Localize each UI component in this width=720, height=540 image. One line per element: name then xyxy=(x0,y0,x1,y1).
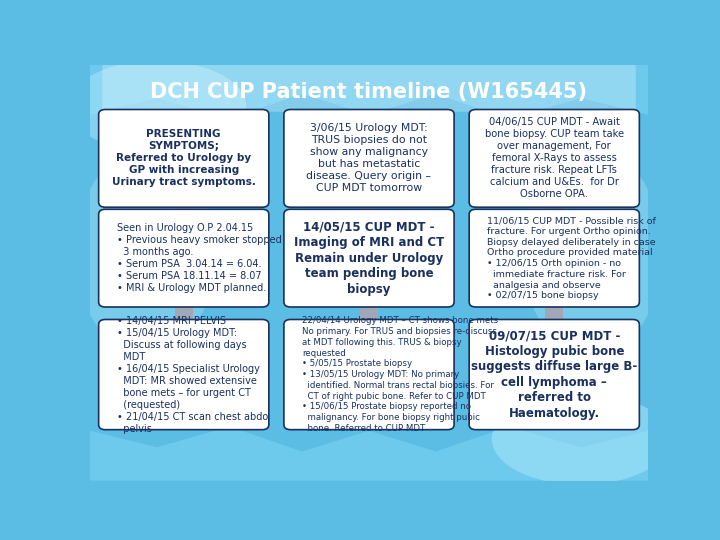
FancyBboxPatch shape xyxy=(284,110,454,207)
Polygon shape xyxy=(90,427,648,481)
Text: DCH CUP Patient timeline (W165445): DCH CUP Patient timeline (W165445) xyxy=(150,82,588,102)
Text: PRESENTING
SYMPTOMS;
Referred to Urology by
GP with increasing
Urinary tract sym: PRESENTING SYMPTOMS; Referred to Urology… xyxy=(112,130,256,187)
Text: • 14/04/15 MRI PELVIS
• 15/04/15 Urology MDT:
  Discuss at following days
  MDT
: • 14/04/15 MRI PELVIS • 15/04/15 Urology… xyxy=(117,315,268,434)
FancyBboxPatch shape xyxy=(284,210,454,307)
FancyBboxPatch shape xyxy=(469,210,639,307)
Ellipse shape xyxy=(523,148,662,356)
FancyBboxPatch shape xyxy=(175,204,193,213)
FancyBboxPatch shape xyxy=(469,320,639,430)
Text: 3/06/15 Urology MDT:
TRUS biopsies do not
show any malignancy
but has metastatic: 3/06/15 Urology MDT: TRUS biopsies do no… xyxy=(307,123,431,193)
FancyBboxPatch shape xyxy=(360,303,378,323)
FancyBboxPatch shape xyxy=(545,204,563,213)
Ellipse shape xyxy=(68,60,246,152)
Polygon shape xyxy=(90,65,648,119)
FancyBboxPatch shape xyxy=(360,204,378,213)
Text: Seen in Urology O.P 2.04.15
• Previous heavy smoker stopped
  3 months ago.
• Se: Seen in Urology O.P 2.04.15 • Previous h… xyxy=(117,223,282,293)
Ellipse shape xyxy=(492,393,670,485)
FancyBboxPatch shape xyxy=(284,320,454,430)
FancyBboxPatch shape xyxy=(175,303,193,323)
FancyBboxPatch shape xyxy=(102,64,636,112)
Ellipse shape xyxy=(76,148,215,356)
Text: 04/06/15 CUP MDT - Await
bone biopsy. CUP team take
over management, For
femoral: 04/06/15 CUP MDT - Await bone biopsy. CU… xyxy=(485,117,624,199)
Text: 09/07/15 CUP MDT -
Histology pubic bone
suggests diffuse large B-
cell lymphoma : 09/07/15 CUP MDT - Histology pubic bone … xyxy=(471,329,637,420)
FancyBboxPatch shape xyxy=(545,303,563,323)
FancyBboxPatch shape xyxy=(99,320,269,430)
Text: 11/06/15 CUP MDT - Possible risk of
fracture. For urgent Ortho opinion.
Biopsy d: 11/06/15 CUP MDT - Possible risk of frac… xyxy=(487,216,656,300)
FancyBboxPatch shape xyxy=(469,110,639,207)
Text: 22/04/14 Urology MDT – CT shows bone mets
No primary. For TRUS and biopsies re-d: 22/04/14 Urology MDT – CT shows bone met… xyxy=(302,316,498,433)
FancyBboxPatch shape xyxy=(99,110,269,207)
Text: 14/05/15 CUP MDT -
Imaging of MRI and CT
Remain under Urology
team pending bone
: 14/05/15 CUP MDT - Imaging of MRI and CT… xyxy=(294,221,444,295)
FancyBboxPatch shape xyxy=(99,210,269,307)
